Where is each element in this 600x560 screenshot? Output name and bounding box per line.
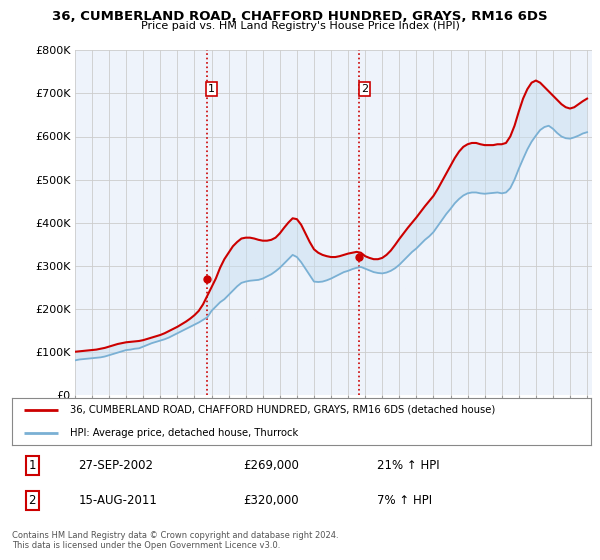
Text: Price paid vs. HM Land Registry's House Price Index (HPI): Price paid vs. HM Land Registry's House … bbox=[140, 21, 460, 31]
Text: 1: 1 bbox=[208, 84, 215, 94]
Text: 1: 1 bbox=[29, 459, 36, 473]
Text: 27-SEP-2002: 27-SEP-2002 bbox=[79, 459, 154, 473]
Text: £269,000: £269,000 bbox=[244, 459, 299, 473]
Text: 36, CUMBERLAND ROAD, CHAFFORD HUNDRED, GRAYS, RM16 6DS (detached house): 36, CUMBERLAND ROAD, CHAFFORD HUNDRED, G… bbox=[70, 404, 495, 414]
Text: 2: 2 bbox=[361, 84, 368, 94]
Text: 21% ↑ HPI: 21% ↑ HPI bbox=[377, 459, 439, 473]
Text: Contains HM Land Registry data © Crown copyright and database right 2024.
This d: Contains HM Land Registry data © Crown c… bbox=[12, 531, 338, 550]
Text: 2: 2 bbox=[29, 494, 36, 507]
Text: 15-AUG-2011: 15-AUG-2011 bbox=[79, 494, 157, 507]
Text: 7% ↑ HPI: 7% ↑ HPI bbox=[377, 494, 432, 507]
Text: HPI: Average price, detached house, Thurrock: HPI: Average price, detached house, Thur… bbox=[70, 428, 298, 438]
Text: 36, CUMBERLAND ROAD, CHAFFORD HUNDRED, GRAYS, RM16 6DS: 36, CUMBERLAND ROAD, CHAFFORD HUNDRED, G… bbox=[52, 10, 548, 22]
Text: £320,000: £320,000 bbox=[244, 494, 299, 507]
